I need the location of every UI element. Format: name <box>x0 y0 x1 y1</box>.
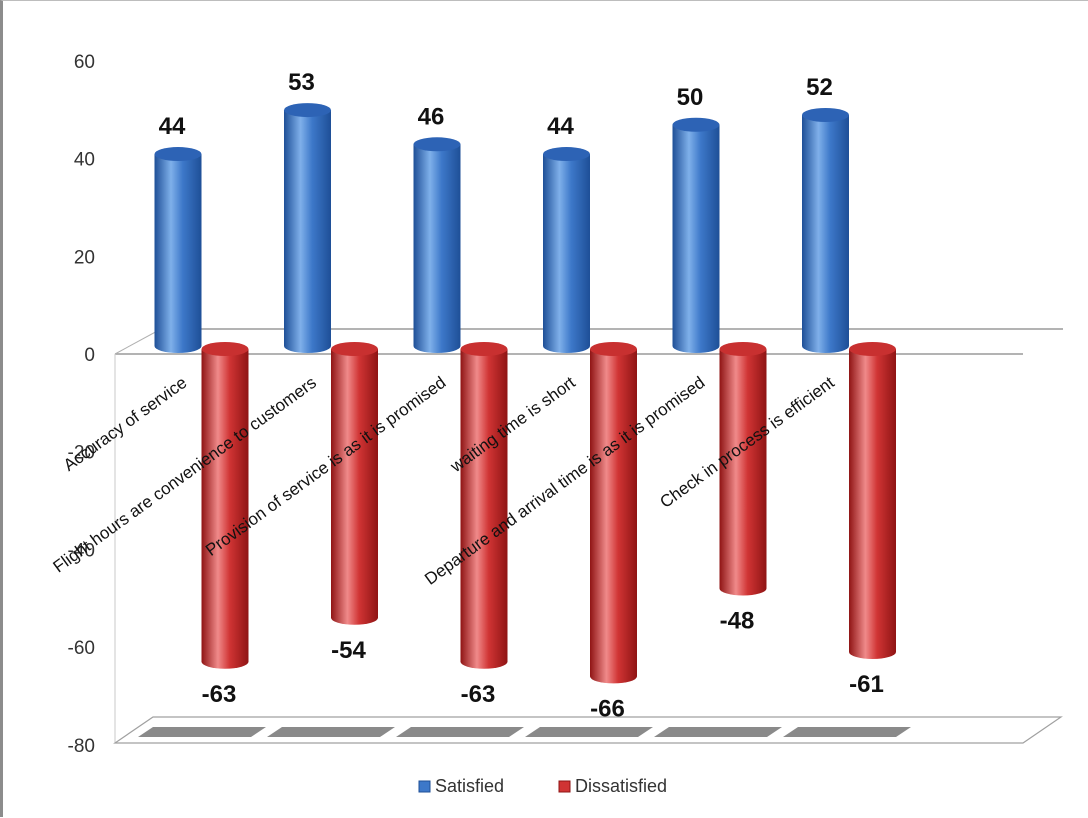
satisfied-bar-cap <box>543 147 590 162</box>
satisfied-bar-body <box>802 114 849 346</box>
dissatisfied-bar-cap <box>719 342 767 356</box>
bar-chart: 60 40 20 0 -20 -40 -60 -80 Accuracy of serviceFl… <box>50 52 1063 796</box>
y-tick-label: 40 <box>74 150 95 171</box>
dissatisfied-bar-body <box>719 349 767 589</box>
dissatisfied-bar <box>590 342 637 684</box>
satisfied-bar-body <box>413 144 461 346</box>
satisfied-data-label: 44 <box>547 113 574 140</box>
dissatisfied-data-label: -63 <box>461 681 496 708</box>
dissatisfied-bar-base <box>331 610 378 625</box>
dissatisfied-bar-base <box>590 669 637 684</box>
satisfied-bar-cap <box>413 137 461 152</box>
dissatisfied-bar-body <box>201 349 249 662</box>
legend-swatch-dissatisfied <box>558 780 571 793</box>
dissatisfied-bar-body <box>590 349 637 677</box>
dissatisfied-data-label: -61 <box>849 671 884 698</box>
y-tick-label: -80 <box>68 736 95 757</box>
satisfied-bar-base <box>154 339 202 353</box>
satisfied-bar <box>154 147 202 353</box>
satisfied-bar-body <box>543 154 590 346</box>
satisfied-data-label: 50 <box>677 84 704 111</box>
satisfied-bar <box>413 137 461 353</box>
legend-swatch-satisfied <box>418 780 431 793</box>
y-tick-label: -40 <box>68 540 95 561</box>
floor-shadow <box>654 727 782 737</box>
satisfied-bar <box>284 103 331 353</box>
dissatisfied-bar-cap <box>201 342 249 356</box>
wall-edge-line <box>114 328 162 355</box>
dissatisfied-bar-base <box>460 654 508 669</box>
satisfied-bar-cap <box>672 117 720 132</box>
satisfied-bar-base <box>802 339 849 353</box>
satisfied-bar-body <box>672 124 720 346</box>
dissatisfied-data-label: -63 <box>202 681 237 708</box>
dissatisfied-bar-cap <box>331 342 378 356</box>
satisfied-bar-base <box>543 339 590 353</box>
floor-shadow <box>783 727 911 737</box>
satisfied-bar-cap <box>284 103 331 118</box>
floor-shadow <box>138 727 266 737</box>
satisfied-bar-cap <box>802 107 849 122</box>
dissatisfied-data-label: -66 <box>590 695 625 722</box>
dissatisfied-bar-base <box>201 654 249 669</box>
dissatisfied-bar-cap <box>590 342 637 356</box>
satisfied-bar-body <box>154 154 202 346</box>
dissatisfied-bar <box>460 342 508 669</box>
floor-shadow <box>525 727 653 737</box>
satisfied-data-label: 52 <box>806 74 833 101</box>
dissatisfied-bar <box>331 342 378 625</box>
legend-label-satisfied: Satisfied <box>435 776 504 796</box>
dissatisfied-data-label: -48 <box>720 607 755 634</box>
dissatisfied-data-label: -54 <box>331 637 366 664</box>
legend-label-dissatisfied: Dissatisfied <box>575 776 667 796</box>
satisfied-data-label: 44 <box>159 113 186 140</box>
dissatisfied-bar <box>849 342 896 659</box>
x-category-label: Flight hours are convenience to customer… <box>50 373 320 577</box>
x-category-label: Accuracy of service <box>60 373 190 475</box>
y-tick-label: 0 <box>84 345 95 366</box>
satisfied-data-label: 53 <box>288 69 315 96</box>
satisfied-bar <box>543 147 590 353</box>
dissatisfied-bar-body <box>331 349 378 618</box>
dissatisfied-bar-base <box>849 644 896 659</box>
y-tick-label: 60 <box>74 52 95 73</box>
satisfied-bar-body <box>284 110 331 346</box>
satisfied-bar-base <box>672 339 720 353</box>
dissatisfied-bar-cap <box>460 342 508 356</box>
satisfied-bar <box>672 117 720 353</box>
dissatisfied-bar-cap <box>849 342 896 356</box>
satisfied-bar-base <box>284 339 331 353</box>
floor-shadow <box>267 727 395 737</box>
y-tick-label: 20 <box>74 247 95 268</box>
dissatisfied-bar <box>201 342 249 669</box>
satisfied-data-label: 46 <box>418 103 445 130</box>
dissatisfied-bar-base <box>719 581 767 596</box>
legend: Satisfied Dissatisfied <box>418 776 667 796</box>
floor-shadow <box>396 727 524 737</box>
satisfied-bar-cap <box>154 147 202 162</box>
y-tick-label: -60 <box>68 638 95 659</box>
dissatisfied-bar-body <box>460 349 508 662</box>
dissatisfied-bar-body <box>849 349 896 652</box>
dissatisfied-bar <box>719 342 767 596</box>
y-tick-label: -20 <box>68 443 95 464</box>
satisfied-bar <box>802 107 849 353</box>
satisfied-bar-base <box>413 339 461 353</box>
